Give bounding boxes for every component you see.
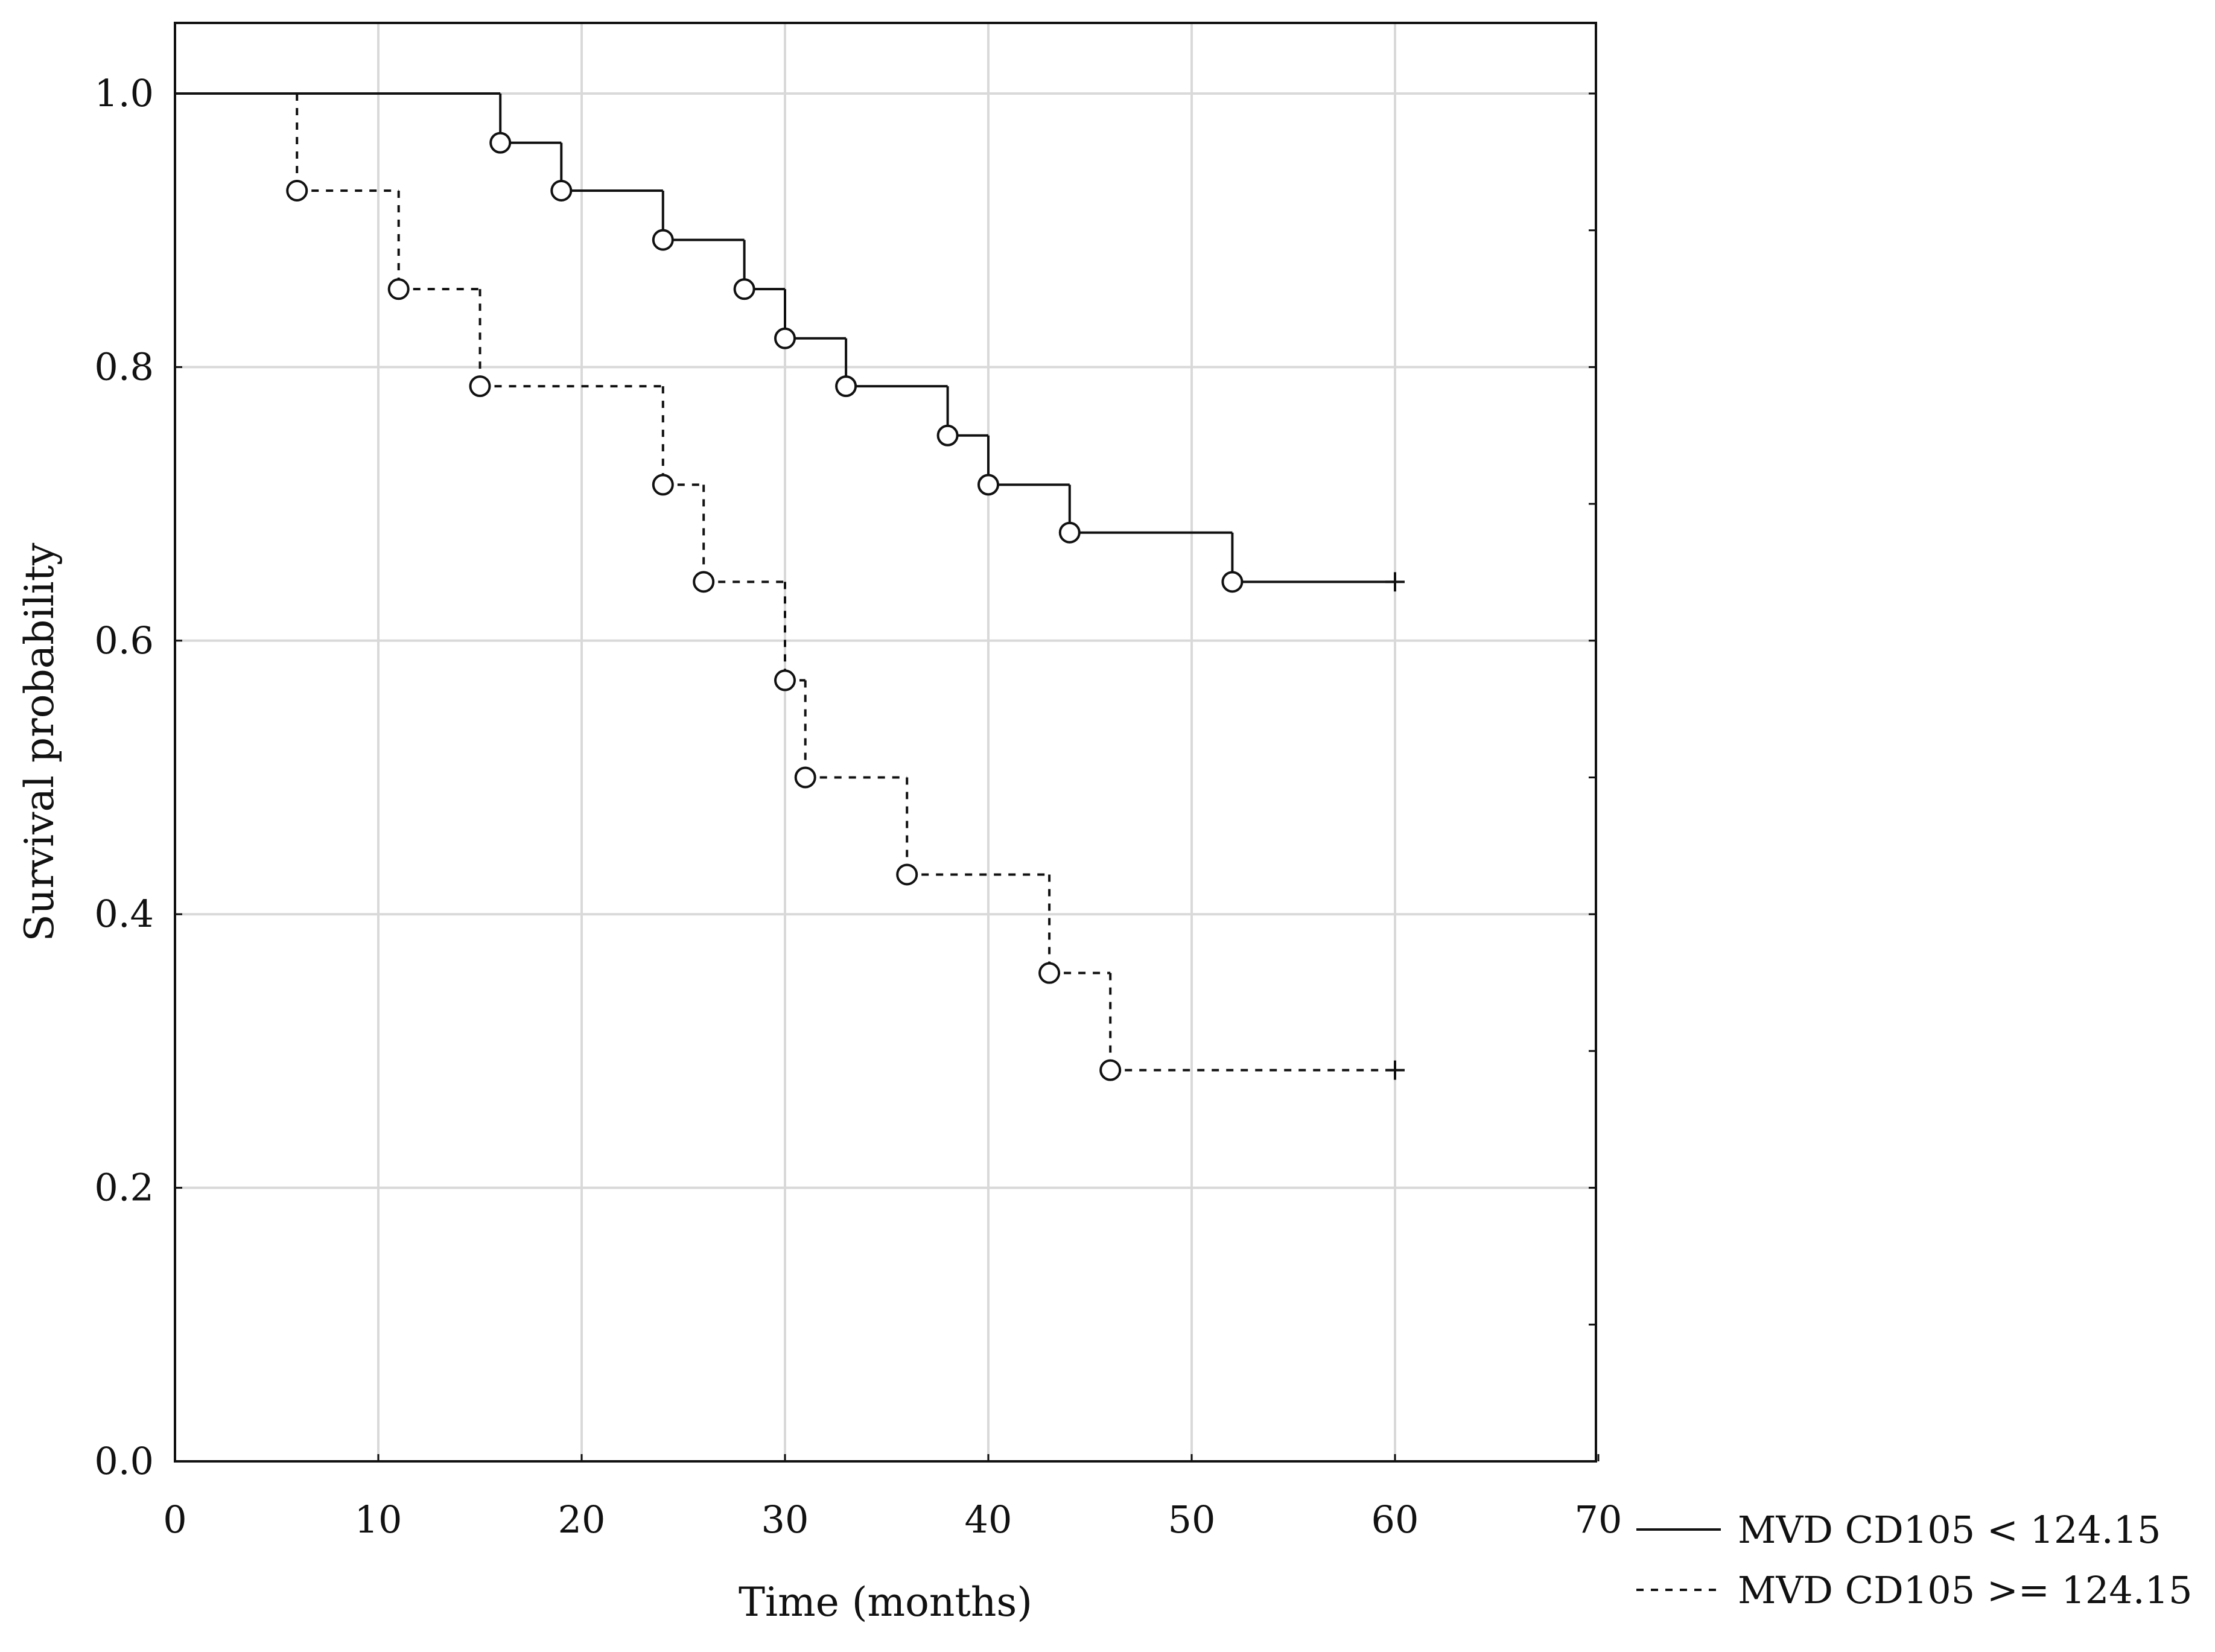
event-marker xyxy=(835,375,857,398)
event-marker xyxy=(1221,571,1244,593)
x-tick-label: 70 xyxy=(1575,1498,1622,1542)
y-tick-label: 0.4 xyxy=(94,892,154,936)
event-marker xyxy=(774,327,796,349)
grid-lines xyxy=(175,23,1596,1461)
event-marker xyxy=(896,863,918,886)
legend-label: MVD CD105 >= 124.15 xyxy=(1738,1568,2192,1612)
x-tick-label: 10 xyxy=(355,1498,402,1542)
legend-label: MVD CD105 < 124.15 xyxy=(1738,1508,2161,1552)
x-tick-label: 60 xyxy=(1371,1498,1419,1542)
event-marker xyxy=(1099,1059,1122,1081)
y-tick-label: 1.0 xyxy=(94,71,154,115)
event-marker xyxy=(936,424,959,446)
km-series-2 xyxy=(175,92,1405,1081)
event-marker xyxy=(774,669,796,691)
axis-ticks: 0 10 20 30 40 50 60 70 0.0 0.2 0.4 0.6 0.8 1.0 xyxy=(94,71,1622,1542)
event-marker xyxy=(794,766,816,789)
x-tick-label: 40 xyxy=(965,1498,1012,1542)
event-marker xyxy=(733,278,755,300)
x-tick-label: 50 xyxy=(1168,1498,1216,1542)
x-axis-title: Time (months) xyxy=(739,1579,1032,1625)
event-marker xyxy=(489,132,512,154)
event-marker xyxy=(1038,962,1061,984)
y-axis-title: Survival probability xyxy=(16,542,63,942)
event-marker xyxy=(693,571,715,593)
y-tick-label: 0.2 xyxy=(94,1166,154,1210)
y-tick-label: 0.0 xyxy=(94,1439,154,1483)
series-layer xyxy=(175,92,1405,1081)
plot-frame xyxy=(174,22,1597,1463)
event-marker xyxy=(550,179,573,202)
event-marker xyxy=(1058,521,1081,544)
event-marker xyxy=(652,474,674,496)
event-marker xyxy=(387,278,410,300)
event-marker xyxy=(469,375,491,398)
x-tick-label: 20 xyxy=(558,1498,606,1542)
event-marker xyxy=(977,474,999,496)
y-tick-label: 0.8 xyxy=(94,345,154,389)
km-series-1 xyxy=(175,92,1405,593)
x-tick-label: 30 xyxy=(761,1498,809,1542)
event-marker xyxy=(286,179,308,202)
y-tick-label: 0.6 xyxy=(94,618,154,662)
x-tick-label: 0 xyxy=(163,1498,186,1542)
legend: MVD CD105 < 124.15 MVD CD105 >= 124.15 xyxy=(1636,1508,2192,1612)
event-marker xyxy=(652,229,674,251)
